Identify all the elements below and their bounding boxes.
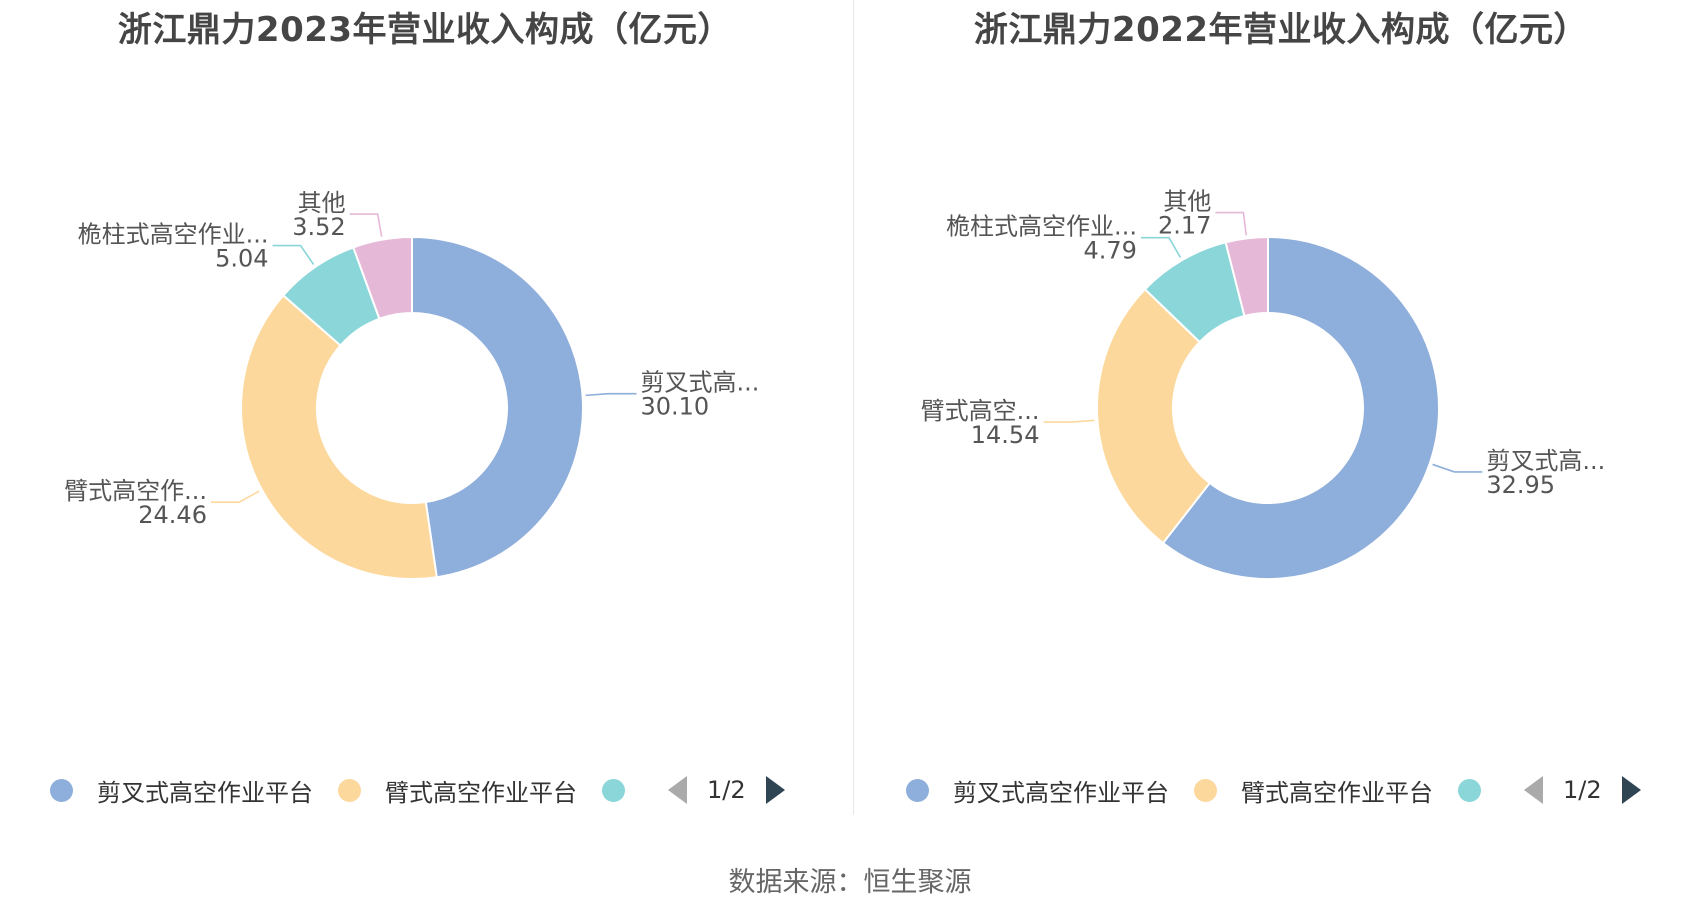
legend-dot: [338, 778, 361, 802]
chart-title: 浙江鼎力2022年营业收入构成（亿元）: [973, 10, 1589, 50]
label-leader-line: [1432, 463, 1483, 473]
label-leader-line: [1140, 236, 1182, 258]
slice-value-label: 30.10: [640, 393, 709, 421]
legend-page-indicator: 1/2: [1563, 776, 1602, 804]
chart-panel-2023: 浙江鼎力2023年营业收入构成（亿元） 剪叉式高... 30.10 臂式高空作...…: [0, 0, 850, 820]
slice-name-label: 其他: [298, 189, 346, 217]
next-page-icon[interactable]: [1621, 776, 1641, 804]
slice-name-label: 臂式高空...: [921, 397, 1040, 425]
legend-label: 剪叉式高空作业平台: [97, 778, 313, 807]
slice-value-label: 4.79: [1084, 237, 1137, 265]
slice-name-label: 臂式高空作...: [64, 477, 207, 505]
legend-item-mast[interactable]: [602, 770, 649, 810]
donut-slice[interactable]: [411, 235, 584, 579]
slice-value-label: 2.17: [1158, 212, 1211, 240]
chart-panel-2022: 浙江鼎力2022年营业收入构成（亿元） 剪叉式高... 32.95 臂式高空... 1…: [856, 0, 1700, 820]
legend-dot: [1458, 778, 1481, 802]
slice-value-label: 5.04: [215, 245, 268, 273]
label-leader-line: [272, 244, 315, 265]
legend-dot: [906, 778, 929, 802]
slice-name-label: 桅柱式高空作业...: [946, 213, 1137, 241]
label-leader-line: [585, 392, 637, 397]
legend-dot: [1194, 778, 1217, 802]
label-leader-line: [349, 213, 383, 237]
legend-dot: [602, 778, 625, 802]
slice-name-label: 桅柱式高空作业...: [78, 221, 269, 249]
next-page-icon[interactable]: [765, 776, 785, 804]
label-leader-line: [210, 490, 260, 504]
legend-pager: 1/2: [1524, 770, 1641, 810]
legend-item-mast[interactable]: [1458, 770, 1505, 810]
slice-value-label: 14.54: [971, 421, 1040, 449]
slice-name-label: 剪叉式高...: [1486, 447, 1605, 475]
legend-label: 臂式高空作业平台: [1241, 778, 1433, 807]
donut-slice[interactable]: [1161, 235, 1440, 580]
prev-page-icon[interactable]: [1524, 776, 1543, 804]
panel-divider: [853, 0, 854, 815]
slice-name-label: 其他: [1163, 188, 1211, 216]
donut-slice[interactable]: [352, 235, 413, 321]
donut-slice[interactable]: [1096, 287, 1212, 545]
legend-pager: 1/2: [668, 770, 785, 810]
donut-chart-2023: 剪叉式高...30.10 臂式高空作...24.46 桅柱式高空作业...5.04 其…: [64, 189, 759, 580]
legend-item-boom[interactable]: 臂式高空作业平台: [1194, 770, 1433, 810]
legend: 剪叉式高空作业平台 臂式高空作业平台 1/2: [856, 770, 1700, 810]
legend-item-scissor[interactable]: 剪叉式高空作业平台: [906, 770, 1169, 810]
data-source: 数据来源：恒生聚源: [728, 867, 972, 898]
chart-title: 浙江鼎力2023年营业收入构成（亿元）: [117, 10, 733, 50]
slice-value-label: 3.52: [292, 213, 345, 241]
legend-dot: [50, 778, 73, 802]
donut-slice[interactable]: [240, 294, 438, 580]
slice-value-label: 24.46: [138, 501, 207, 529]
label-leader-line: [1043, 419, 1095, 423]
legend-item-scissor[interactable]: 剪叉式高空作业平台: [50, 770, 313, 810]
label-leader-line: [1215, 211, 1248, 236]
legend-label: 剪叉式高空作业平台: [953, 778, 1169, 807]
legend-item-boom[interactable]: 臂式高空作业平台: [338, 770, 577, 810]
prev-page-icon[interactable]: [668, 776, 687, 804]
slice-value-label: 32.95: [1486, 471, 1555, 499]
slice-name-label: 剪叉式高...: [640, 369, 759, 397]
legend-page-indicator: 1/2: [707, 776, 746, 804]
legend-label: 臂式高空作业平台: [385, 778, 577, 807]
legend: 剪叉式高空作业平台 臂式高空作业平台 1/2: [0, 770, 850, 810]
donut-slice[interactable]: [1224, 235, 1269, 318]
donut-chart-2022: 剪叉式高...32.95 臂式高空...14.54 桅柱式高空作业...4.79 其他…: [921, 188, 1605, 580]
